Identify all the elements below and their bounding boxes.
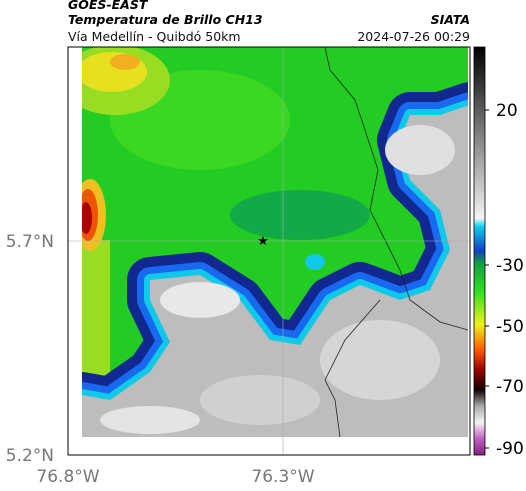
satellite-image [82, 47, 468, 437]
timestamp: 2024-07-26 00:29 [357, 29, 470, 44]
colorbar-tick-label: -50 [496, 317, 524, 337]
lon-tick-label: 76.3°W [251, 467, 314, 487]
source-title: GOES-EAST [68, 0, 149, 12]
colorbar-tick-label: -30 [496, 256, 524, 276]
colorbar-tick-label: -70 [496, 377, 524, 397]
lon-tick-label: 76.8°W [36, 467, 99, 487]
colorbar-tick-label: 20 [496, 101, 518, 121]
location: Vía Medellín - Quibdó 50km [68, 29, 241, 44]
colorbar-tick-label: -90 [496, 439, 524, 459]
location-marker: ★ [257, 234, 269, 249]
lat-tick-label: 5.7°N [6, 232, 54, 252]
product-title: Temperatura de Brillo CH13 [68, 12, 263, 27]
map-frame [67, 46, 471, 456]
colorbar [473, 46, 486, 456]
organization: SIATA [431, 12, 470, 27]
lat-tick-label: 5.2°N [6, 446, 54, 466]
